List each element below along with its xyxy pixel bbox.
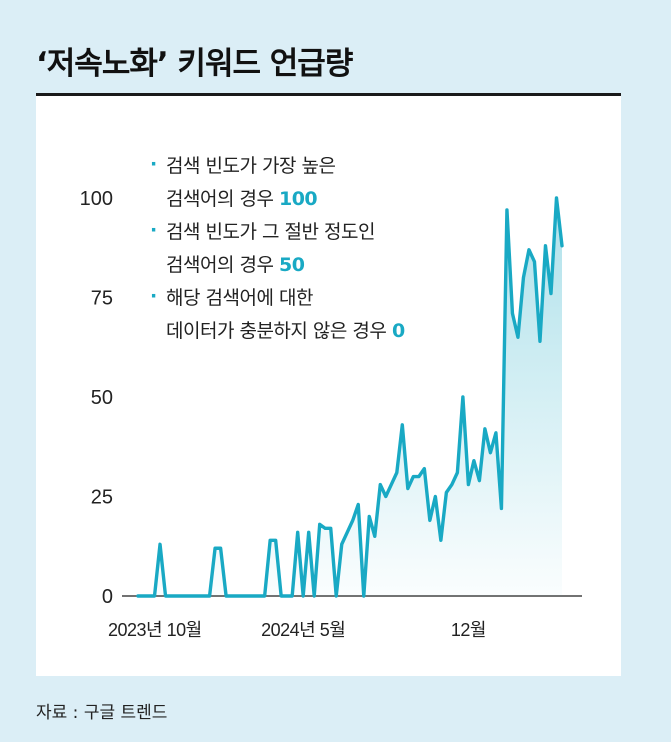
y-tick-label: 0 [102,586,113,608]
area-fill [138,198,562,596]
legend-item-1: · 검색 빈도가 가장 높은 검색어의 경우 100 [146,150,405,216]
legend-line-2: 검색어의 경우 50 [166,249,405,282]
source-note: 자료 : 구글 트렌드 [36,703,168,723]
legend-text: 검색어의 경우 [166,188,274,210]
x-tick-label: 12월 [451,620,486,640]
legend-bullet: · [150,285,157,307]
y-tick-label: 75 [91,288,113,310]
legend-bullet: · [150,153,157,175]
legend-line-1: 검색 빈도가 가장 높은 [166,155,336,177]
legend-value: 0 [391,320,405,342]
legend-text: 데이터가 충분하지 않은 경우 [166,320,387,342]
chart-legend-note: · 검색 빈도가 가장 높은 검색어의 경우 100 · 검색 빈도가 그 절반… [146,150,405,348]
legend-item-3: · 해당 검색어에 대한 데이터가 충분하지 않은 경우 0 [146,282,405,348]
series-line [136,196,564,598]
x-tick-label: 2024년 5월 [261,620,345,640]
y-tick-label: 25 [91,487,113,509]
legend-text: 검색어의 경우 [166,254,274,276]
legend-line-1: 검색 빈도가 그 절반 정도인 [166,221,375,243]
chart-title: ‘저속노화’ 키워드 언급량 [36,46,353,82]
legend-line-2: 데이터가 충분하지 않은 경우 0 [166,315,405,348]
y-tick-label: 50 [91,387,113,409]
y-tick-label: 100 [80,188,113,210]
legend-item-2: · 검색 빈도가 그 절반 정도인 검색어의 경우 50 [146,216,405,282]
legend-value: 50 [278,254,305,276]
legend-line-2: 검색어의 경우 100 [166,183,405,216]
legend-bullet: · [150,219,157,241]
legend-line-1: 해당 검색어에 대한 [166,287,313,309]
x-tick-label: 2023년 10월 [108,620,202,640]
legend-value: 100 [278,188,318,210]
title-divider [36,93,621,96]
